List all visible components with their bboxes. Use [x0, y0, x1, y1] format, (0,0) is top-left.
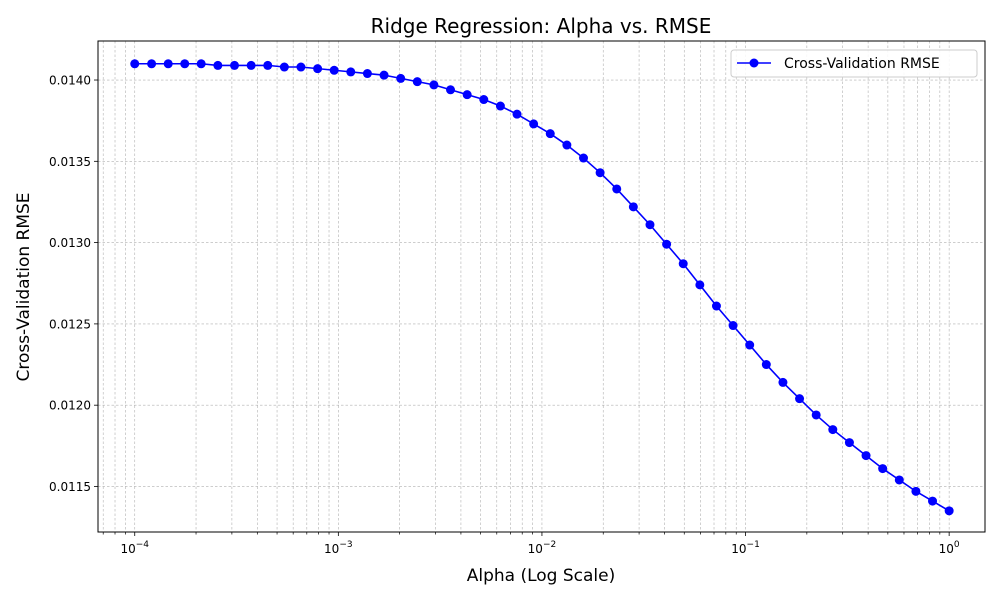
data-point [529, 119, 539, 129]
legend-marker [749, 58, 759, 68]
data-point [396, 73, 406, 83]
chart-title: Ridge Regression: Alpha vs. RMSE [371, 14, 712, 38]
data-point [296, 62, 306, 72]
x-tick-label: 10−4 [120, 540, 149, 556]
data-point [213, 60, 223, 70]
plot-area-frame [97, 40, 986, 533]
data-point [695, 280, 705, 290]
data-point [329, 65, 339, 75]
data-point [512, 109, 522, 119]
data-point [362, 69, 372, 79]
legend-box [730, 49, 978, 78]
x-tick-label: 100 [939, 540, 960, 556]
data-point [313, 64, 323, 74]
y-tick-label: 0.0130 [49, 236, 91, 250]
y-axis-label: Cross-Validation RMSE [14, 192, 34, 381]
data-point [495, 101, 505, 111]
y-tick-label: 0.0125 [49, 317, 91, 331]
x-tick-label: 10−3 [324, 540, 353, 556]
data-point [246, 60, 256, 70]
data-point [579, 153, 588, 163]
data-point [180, 59, 190, 69]
data-point [279, 62, 289, 72]
y-tick-label: 0.0135 [49, 155, 91, 169]
data-point [147, 59, 157, 69]
data-point [130, 59, 140, 69]
data-point [761, 360, 771, 370]
data-point [379, 70, 389, 80]
x-axis-label: Alpha (Log Scale) [467, 566, 616, 586]
ticks: 0.0115 0.0120 0.0125 0.0130 0.0135 0.0140 10−4… [49, 74, 960, 556]
data-point [612, 184, 622, 194]
data-point [545, 129, 555, 139]
data-point [562, 140, 572, 150]
data-point [662, 239, 672, 249]
data-point [263, 60, 273, 70]
data-point [412, 77, 422, 87]
data-point [711, 301, 721, 311]
data-point [645, 220, 655, 230]
x-tick-label: 10−2 [528, 540, 557, 556]
data-point [894, 475, 904, 485]
data-point [678, 259, 688, 269]
grid [98, 41, 985, 532]
data-point [811, 410, 821, 420]
data-point [429, 80, 439, 90]
data-point [462, 90, 472, 100]
data-point [446, 85, 456, 95]
legend: Cross-Validation RMSE [730, 49, 978, 78]
y-tick-label: 0.0120 [49, 399, 91, 413]
data-point [878, 464, 888, 474]
data-point [844, 438, 854, 448]
data-point [861, 451, 871, 461]
data-point [628, 202, 638, 212]
legend-label: Cross-Validation RMSE [784, 56, 940, 72]
data-point [230, 60, 239, 70]
data-point [928, 496, 938, 506]
data-point [778, 377, 788, 387]
data-point [728, 321, 738, 331]
data-point [479, 95, 489, 105]
series-layer [130, 59, 954, 516]
data-point [745, 340, 755, 350]
data-point [828, 425, 838, 435]
data-point [196, 59, 206, 69]
data-point [911, 486, 921, 496]
data-point [346, 67, 356, 77]
x-tick-label: 10−1 [731, 540, 760, 556]
data-point [944, 506, 954, 516]
data-point [163, 59, 173, 69]
data-point [595, 168, 605, 178]
y-tick-label: 0.0115 [49, 480, 91, 494]
data-point [795, 394, 805, 404]
y-tick-label: 0.0140 [49, 74, 91, 88]
